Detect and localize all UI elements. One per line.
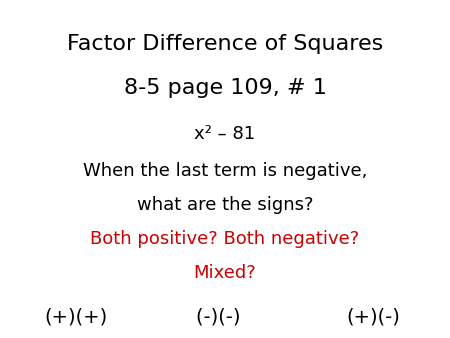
Text: When the last term is negative,: When the last term is negative, — [83, 162, 367, 180]
Text: Both positive? Both negative?: Both positive? Both negative? — [90, 230, 360, 248]
Text: 8-5 page 109, # 1: 8-5 page 109, # 1 — [124, 78, 326, 98]
Text: (-)(-): (-)(-) — [197, 308, 253, 327]
Text: what are the signs?: what are the signs? — [137, 196, 313, 214]
Text: Mixed?: Mixed? — [194, 264, 256, 282]
Text: x² – 81: x² – 81 — [194, 125, 256, 143]
Text: (+)(+): (+)(+) — [45, 308, 108, 327]
Text: (+)(-): (+)(-) — [346, 308, 400, 327]
Text: Factor Difference of Squares: Factor Difference of Squares — [67, 34, 383, 54]
